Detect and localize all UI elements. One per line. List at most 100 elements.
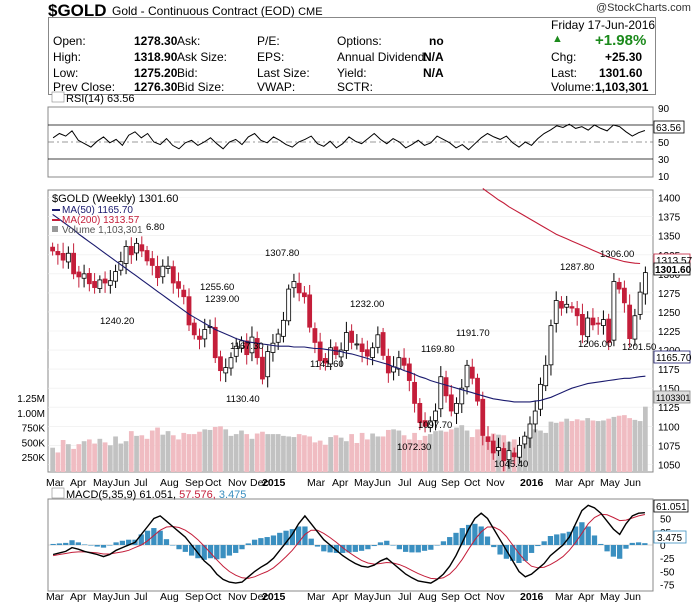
volume-bar — [580, 420, 585, 472]
macd-hist-bar — [63, 542, 69, 545]
volume-tag-text: 1103301 — [656, 393, 690, 403]
yield-label: Yield: — [337, 66, 367, 80]
macd-hist-bar — [358, 545, 365, 551]
macd-hist-bar — [277, 532, 283, 545]
volume-bar — [422, 435, 428, 472]
candle-body — [349, 330, 355, 343]
open-label: Open: — [53, 34, 86, 48]
macd-hist-bar — [327, 545, 333, 553]
candle-body — [144, 250, 150, 262]
candle-body — [328, 347, 334, 365]
candle-body — [595, 322, 601, 325]
candle-body — [380, 332, 386, 356]
volume-bar — [228, 435, 234, 472]
volume-bar — [286, 436, 292, 472]
macd-hist-bar — [390, 545, 396, 546]
volume-bar — [396, 430, 402, 472]
volume-bar — [401, 435, 407, 472]
candle-body — [475, 377, 480, 402]
volume-bar — [375, 436, 381, 472]
volume-bar — [427, 434, 433, 472]
candle-body — [548, 325, 554, 366]
volume-bar — [574, 419, 580, 472]
macd-y-axis: -75-50-2502550 — [660, 515, 675, 592]
candle-body — [97, 279, 103, 289]
price-annotation: 1130.40 — [226, 394, 260, 405]
price-y-tick: 1100 — [658, 422, 680, 433]
macd-hist-bar — [447, 537, 453, 545]
macd-hist-bar — [428, 545, 434, 550]
macd-hist-bar — [566, 531, 572, 545]
x-tick-label-bottom: Jul — [398, 591, 411, 603]
x-tick-label-bottom: Jun — [113, 591, 130, 603]
price-annotation: 1306.00 — [600, 249, 634, 260]
price-annotation: 1255.60 — [200, 282, 234, 293]
macd-hist-bar — [371, 545, 377, 547]
x-tick-label: Apr — [578, 477, 595, 489]
price-y-tick: 1150 — [658, 384, 680, 395]
symbol: $GOLD — [48, 1, 107, 20]
volume-bar — [406, 439, 412, 472]
x-tick-label-bottom: May — [93, 591, 114, 603]
candle-body — [260, 356, 265, 380]
x-tick-label: Mar — [307, 477, 326, 489]
candle-body — [191, 322, 197, 336]
volume-bar — [181, 432, 187, 472]
candle-body — [359, 343, 365, 352]
x-tick-label: Jun — [113, 477, 130, 489]
volume-bar — [616, 415, 622, 472]
volume-bar — [233, 434, 239, 472]
price-y-tick: 1375 — [658, 213, 681, 224]
volume-bar — [307, 436, 313, 472]
macd-hist-bar — [491, 545, 497, 548]
macd-hist-bar — [377, 542, 384, 545]
chg-value: +25.30 — [605, 50, 643, 64]
volume-bar — [590, 420, 596, 472]
macd-histogram — [50, 522, 648, 563]
volume-bar — [564, 418, 570, 472]
macd-hist-bar — [340, 545, 346, 553]
volume-bar — [254, 433, 260, 472]
candle-body — [160, 265, 166, 278]
macd-legend-main: MACD(5,35,9) 61.051, — [66, 489, 176, 501]
candle-body — [107, 280, 113, 286]
volume-bar — [475, 429, 480, 472]
price-annotation: 6.80 — [146, 222, 165, 233]
volume-y-tick: 500K — [22, 438, 46, 449]
x-tick-label: May — [600, 477, 621, 489]
volume-bar — [218, 426, 223, 472]
macd-hist-bar — [207, 545, 214, 559]
macd-hist-bar — [239, 545, 245, 550]
price-annotation: 1167.30 — [230, 341, 264, 352]
candle-body — [527, 423, 533, 439]
x-tick-label-bottom: Mar — [46, 591, 65, 603]
ma50-tag — [653, 350, 691, 364]
candle-body — [323, 358, 328, 364]
last-price-tag — [653, 262, 691, 276]
macd-hist-bar — [170, 545, 176, 546]
macd-hist-bar — [434, 545, 440, 546]
macd-hist-bar — [635, 542, 642, 545]
dividend-label: Annual Dividend: — [337, 50, 428, 64]
candle-body — [65, 252, 71, 263]
volume-bar — [469, 437, 475, 472]
lastsize-label: Last Size: — [257, 66, 310, 80]
candle-body — [517, 444, 522, 458]
macd-hist-bar — [572, 526, 579, 545]
macd-tag-text: 61.051 — [656, 502, 687, 513]
candle-body — [218, 356, 223, 372]
x-tick-label: Aug — [418, 477, 437, 489]
x-tick-label-bottom: May — [354, 591, 375, 603]
price-y-tick: 1250 — [658, 308, 681, 319]
macd-hist-bar — [214, 545, 220, 560]
candle-body — [113, 271, 118, 282]
volume-bar — [60, 440, 66, 472]
macd-hist-bar — [384, 540, 390, 545]
macd-hist-bar — [604, 545, 610, 552]
macd-hist-bar — [220, 545, 226, 559]
x-tick-label-bottom: Nov — [228, 591, 247, 603]
x-axis: MarMarAprAprMayMayJunJunJulJulAugAugSepS… — [46, 477, 641, 603]
rsi-y-tick: 90 — [658, 104, 670, 115]
x-tick-label-bottom: Mar — [555, 591, 574, 603]
macd-hist-bar — [560, 533, 566, 545]
